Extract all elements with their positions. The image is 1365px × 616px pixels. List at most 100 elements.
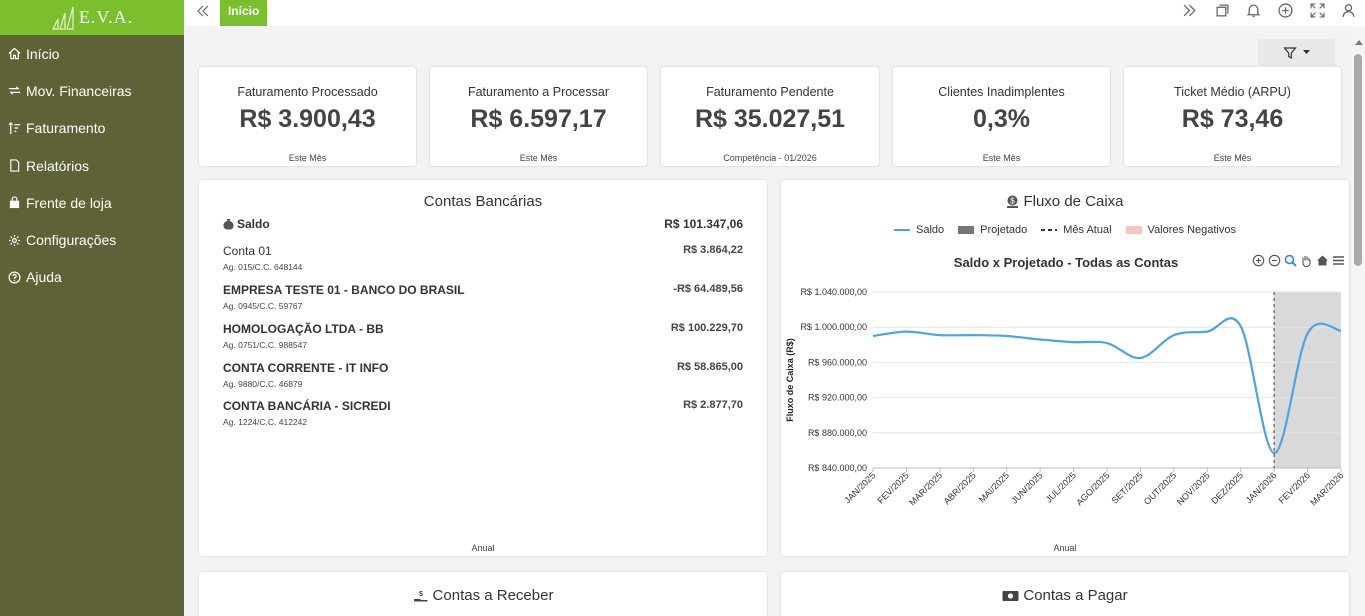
account-name: Conta 01 bbox=[223, 244, 272, 258]
kpi-card-faturamento-processado: Faturamento Processado R$ 3.900,43 Este … bbox=[199, 67, 416, 166]
sidebar-item-relatorios[interactable]: Relatórios bbox=[0, 147, 184, 184]
kpi-title: Faturamento a Processar bbox=[467, 85, 610, 99]
cash-flow-title: Fluxo de Caixa bbox=[1023, 193, 1124, 210]
x-tick-label: OUT/2025 bbox=[1142, 470, 1178, 506]
kpi-card-ticket-medio: Ticket Médio (ARPU) R$ 73,46 Este Mês bbox=[1124, 67, 1341, 166]
account-details: Ag. 0945/C.C. 59767 bbox=[223, 301, 303, 311]
legend-dash-swatch bbox=[1041, 229, 1058, 231]
x-tick-label: MAR/2025 bbox=[907, 470, 944, 507]
pan-hand-icon[interactable] bbox=[1300, 254, 1313, 267]
account-balance: -R$ 64.489,56 bbox=[673, 283, 743, 295]
sidebar-item-label: Relatórios bbox=[26, 157, 90, 174]
account-details: Ag. 1224/C.C. 412242 bbox=[223, 417, 308, 427]
collapse-sidebar-icon[interactable] bbox=[196, 4, 210, 18]
logo-icon bbox=[51, 6, 74, 30]
kpi-card-faturamento-a-processar: Faturamento a Processar R$ 6.597,17 Este… bbox=[430, 67, 647, 166]
kpi-value: R$ 6.597,17 bbox=[470, 105, 607, 133]
projected-region bbox=[1274, 292, 1341, 468]
bank-account-item[interactable]: HOMOLOGAÇÃO LTDA - BB Ag. 0751/C.C. 9885… bbox=[223, 322, 743, 350]
tab-inicio[interactable]: Início bbox=[220, 0, 268, 26]
cash-flow-card: $ Fluxo de Caixa Saldo Projetado Mês Atu… bbox=[781, 180, 1349, 556]
x-tick-label: JAN/2025 bbox=[842, 470, 877, 505]
bank-account-item[interactable]: EMPRESA TESTE 01 - BANCO DO BRASIL Ag. 0… bbox=[223, 283, 743, 311]
page-scrollbar[interactable] bbox=[1352, 26, 1365, 616]
zoom-in-icon[interactable] bbox=[1252, 254, 1265, 267]
bank-accounts-card: Contas Bancárias Saldo R$ 101.347,06 Con… bbox=[199, 180, 767, 556]
cash-flow-chart[interactable]: Saldo x Projetado - Todas as Contas R$ 84… bbox=[781, 250, 1347, 550]
receivables-card: $ Contas a Receber bbox=[199, 572, 767, 616]
sidebar-item-mov-financeiras[interactable]: Mov. Financeiras bbox=[0, 72, 184, 109]
legend-item-mes-atual[interactable]: Mês Atual bbox=[1041, 224, 1112, 236]
bell-icon[interactable] bbox=[1246, 3, 1261, 18]
reset-home-icon[interactable] bbox=[1316, 254, 1329, 267]
total-balance-row: Saldo R$ 101.347,06 bbox=[223, 217, 743, 231]
add-circle-icon[interactable] bbox=[1278, 3, 1293, 18]
sidebar-item-ajuda[interactable]: Ajuda bbox=[0, 259, 184, 296]
y-tick-label: R$ 840.000,00 bbox=[808, 463, 867, 473]
account-name: EMPRESA TESTE 01 - BANCO DO BRASIL bbox=[223, 283, 465, 297]
scroll-up-arrow[interactable] bbox=[1355, 40, 1363, 45]
scroll-thumb[interactable] bbox=[1354, 54, 1362, 266]
legend-swatch bbox=[1125, 226, 1142, 234]
sidebar-item-inicio[interactable]: Início bbox=[0, 35, 184, 72]
account-balance: R$ 3.864,22 bbox=[683, 244, 743, 256]
kpi-footer: Este Mês bbox=[982, 153, 1021, 163]
x-tick-label: JUN/2025 bbox=[1009, 470, 1044, 505]
sidebar-item-label: Frente de loja bbox=[26, 194, 112, 211]
sidebar-item-label: Ajuda bbox=[26, 269, 62, 286]
sidebar-item-label: Faturamento bbox=[26, 120, 106, 137]
help-icon bbox=[7, 270, 22, 285]
bank-accounts-footer: Anual bbox=[471, 543, 495, 553]
windows-icon[interactable] bbox=[1215, 3, 1230, 18]
kpi-value: 0,3% bbox=[973, 105, 1030, 133]
sort-icon bbox=[7, 121, 22, 136]
user-icon[interactable] bbox=[1341, 3, 1356, 18]
account-name: CONTA CORRENTE - IT INFO bbox=[223, 361, 389, 375]
kpi-title: Faturamento Processado bbox=[237, 85, 378, 99]
logo[interactable]: E.V.A. bbox=[0, 0, 184, 35]
y-tick-label: R$ 880.000,00 bbox=[808, 428, 867, 438]
kpi-value: R$ 35.027,51 bbox=[694, 105, 846, 133]
x-tick-label: SET/2025 bbox=[1109, 470, 1144, 505]
bank-account-item[interactable]: Conta 01 Ag. 015/C.C. 648144 R$ 3.864,22 bbox=[223, 244, 743, 272]
cash-icon: $ bbox=[1007, 195, 1019, 208]
sidebar-item-configuracoes[interactable]: Configurações bbox=[0, 221, 184, 258]
chart-title: Saldo x Projetado - Todas as Contas bbox=[954, 255, 1178, 270]
receivables-header: $ Contas a Receber bbox=[199, 587, 767, 604]
next-tab-icon[interactable] bbox=[1182, 3, 1197, 18]
filter-icon bbox=[1283, 46, 1297, 59]
legend-item-valores-negativos[interactable]: Valores Negativos bbox=[1125, 224, 1236, 236]
filter-button[interactable] bbox=[1258, 39, 1335, 66]
kpi-value: R$ 73,46 bbox=[1181, 105, 1284, 133]
payables-header: Contas a Pagar bbox=[781, 587, 1349, 604]
chart-menu-icon[interactable] bbox=[1332, 254, 1345, 267]
chart-toolbar bbox=[1252, 254, 1345, 267]
bank-account-item[interactable]: CONTA CORRENTE - IT INFO Ag. 9880/C.C. 4… bbox=[223, 361, 743, 389]
caret-down-icon bbox=[1303, 50, 1310, 54]
account-name: HOMOLOGAÇÃO LTDA - BB bbox=[223, 322, 384, 336]
gear-icon bbox=[7, 233, 22, 248]
x-tick-label: NOV/2025 bbox=[1175, 470, 1212, 507]
legend-item-saldo[interactable]: Saldo bbox=[894, 224, 944, 236]
x-tick-label: MAI/2025 bbox=[977, 470, 1011, 504]
legend-label: Projetado bbox=[980, 224, 1028, 236]
account-balance: R$ 2.877,70 bbox=[683, 399, 743, 411]
x-tick-label: JAN/2026 bbox=[1244, 470, 1279, 505]
zoom-out-icon[interactable] bbox=[1268, 254, 1281, 267]
sidebar-nav: Início Mov. Financeiras Faturamento Rela… bbox=[0, 35, 184, 296]
bank-account-item[interactable]: CONTA BANCÁRIA - SICREDI Ag. 1224/C.C. 4… bbox=[223, 399, 743, 427]
legend-item-projetado[interactable]: Projetado bbox=[958, 224, 1027, 236]
fullscreen-icon[interactable] bbox=[1310, 3, 1325, 18]
legend-line-swatch bbox=[894, 229, 910, 231]
y-tick-label: R$ 1.040.000,00 bbox=[800, 287, 867, 297]
sidebar-item-faturamento[interactable]: Faturamento bbox=[0, 110, 184, 147]
sidebar-item-frente-de-loja[interactable]: Frente de loja bbox=[0, 184, 184, 221]
cash-flow-header: $ Fluxo de Caixa bbox=[781, 193, 1349, 210]
logo-text: E.V.A. bbox=[78, 7, 134, 27]
top-bar: Início bbox=[184, 0, 1365, 26]
sidebar-item-label: Mov. Financeiras bbox=[26, 82, 132, 99]
zoom-selection-icon[interactable] bbox=[1284, 254, 1297, 267]
kpi-card-faturamento-pendente: Faturamento Pendente R$ 35.027,51 Compet… bbox=[661, 67, 879, 166]
total-balance-value: R$ 101.347,06 bbox=[664, 217, 743, 231]
home-icon bbox=[7, 46, 22, 61]
